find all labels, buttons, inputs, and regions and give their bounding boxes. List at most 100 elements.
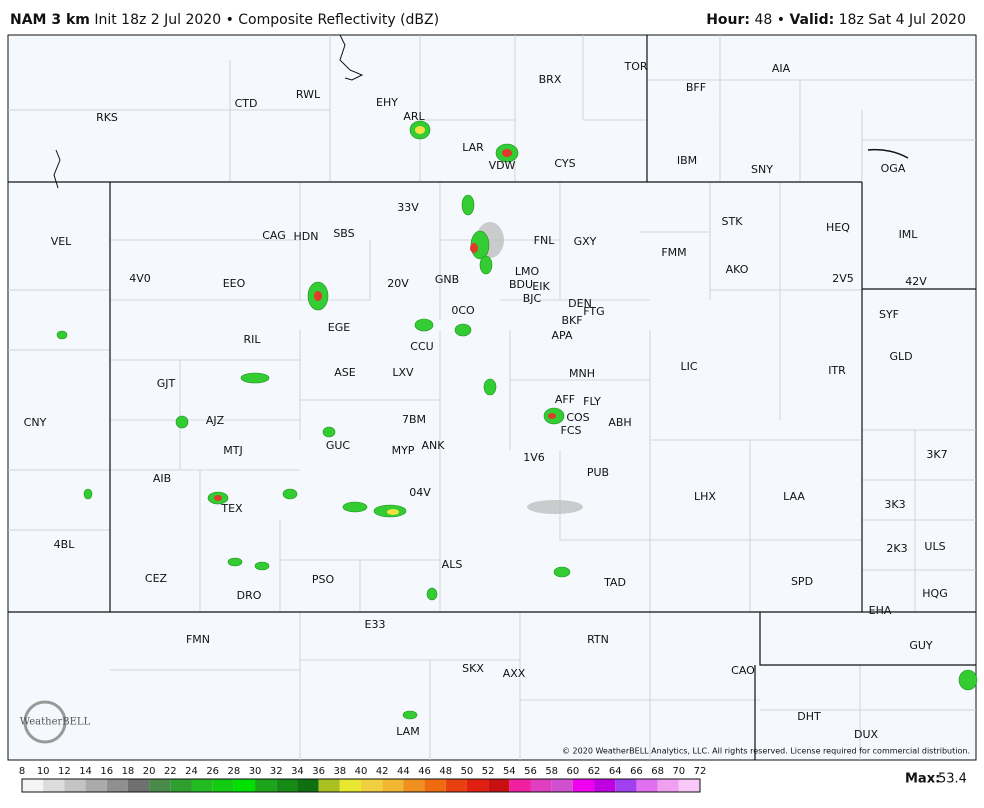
colorbar-tick-label: 22: [164, 766, 177, 777]
max-label: Max:: [905, 772, 940, 787]
station-label: 20V: [387, 277, 409, 290]
station-label: RWL: [296, 88, 321, 101]
station-label: GJT: [157, 377, 176, 390]
station-label: CEZ: [145, 572, 168, 585]
colorbar: 8 10 12 14 16 18 20 22 24 26 28 30 32 34 36 38 40 42 44 46 4…: [19, 766, 706, 793]
station-label: IML: [899, 228, 919, 241]
station-label: BKF: [561, 314, 582, 327]
station-label: COS: [566, 411, 589, 424]
station-label: FCS: [561, 424, 582, 437]
station-label: TEX: [220, 502, 243, 515]
colorbar-tick-label: 54: [503, 766, 516, 777]
station-label: EEO: [223, 277, 246, 290]
separator: •: [225, 12, 234, 28]
station-label: ANK: [422, 439, 446, 452]
colorbar-swatch: [361, 779, 383, 792]
colorbar-tick-label: 36: [312, 766, 325, 777]
colorbar-tick-label: 12: [58, 766, 71, 777]
colorbar-swatch: [594, 779, 616, 792]
station-label: FMN: [186, 633, 210, 646]
station-label: DHT: [797, 710, 821, 723]
separator: •: [776, 12, 785, 28]
colorbar-swatch: [678, 779, 700, 792]
station-label: LXV: [392, 366, 414, 379]
station-label: IBM: [677, 154, 697, 167]
colorbar-tick-label: 66: [630, 766, 643, 777]
colorbar-swatch: [43, 779, 65, 792]
station-label: TOR: [623, 60, 647, 73]
station-label: OGA: [881, 162, 906, 175]
station-label: GXY: [574, 235, 597, 248]
station-label: SPD: [791, 575, 813, 588]
station-label: MNH: [569, 367, 595, 380]
header-right: Hour: 48 • Valid: 18z Sat 4 Jul 2020: [706, 12, 966, 28]
station-label: 04V: [409, 486, 431, 499]
colorbar-tick-label: 24: [185, 766, 198, 777]
colorbar-tick-label: 60: [567, 766, 580, 777]
station-label: EHA: [869, 604, 892, 617]
station-label: E33: [365, 618, 386, 631]
map-frame: [7, 34, 977, 761]
station-label: RIL: [243, 333, 261, 346]
colorbar-tick-label: 52: [482, 766, 495, 777]
station-label: SYF: [879, 308, 899, 321]
colorbar-tick-label: 14: [79, 766, 92, 777]
colorbar-tick-label: 68: [651, 766, 664, 777]
colorbar-tick-label: 20: [143, 766, 156, 777]
station-label: 33V: [397, 201, 419, 214]
colorbar-swatch: [106, 779, 128, 792]
colorbar-swatch: [339, 779, 361, 792]
colorbar-tick-label: 10: [37, 766, 50, 777]
colorbar-swatch: [509, 779, 531, 792]
colorbar-tick-label: 34: [291, 766, 304, 777]
station-label: ALS: [442, 558, 463, 571]
station-label: FLY: [583, 395, 601, 408]
colorbar-swatch: [488, 779, 510, 792]
colorbar-tick-label: 38: [333, 766, 346, 777]
station-label: GNB: [435, 273, 459, 286]
colorbar-swatch: [212, 779, 234, 792]
station-label: GUC: [326, 439, 351, 452]
station-label: APA: [552, 329, 573, 342]
colorbar-tick-label: 18: [122, 766, 135, 777]
station-label: CYS: [554, 157, 575, 170]
colorbar-tick-label: 56: [524, 766, 537, 777]
colorbar-tick-label: 26: [206, 766, 219, 777]
station-label: DUX: [854, 728, 879, 741]
station-label: LAM: [396, 725, 419, 738]
station-label: ABH: [608, 416, 631, 429]
colorbar-tick-label: 8: [19, 766, 25, 777]
model: NAM 3 km: [10, 12, 90, 28]
colorbar-swatch: [636, 779, 658, 792]
colorbar-swatch: [551, 779, 573, 792]
colorbar-tick-label: 48: [439, 766, 452, 777]
station-label: AKO: [726, 263, 749, 276]
station-label: 42V: [905, 275, 927, 288]
colorbar-tick-label: 58: [545, 766, 558, 777]
station-label: AJZ: [206, 414, 225, 427]
station-label: DRO: [237, 589, 262, 602]
colorbar-tick-label: 64: [609, 766, 622, 777]
station-label: MTJ: [223, 444, 242, 457]
colorbar-swatch: [85, 779, 107, 792]
station-label: ITR: [828, 364, 846, 377]
colorbar-swatch: [64, 779, 86, 792]
station-label: FTG: [583, 305, 604, 318]
colorbar-swatch: [572, 779, 595, 792]
station-label: LIC: [680, 360, 697, 373]
station-label: AXX: [503, 667, 526, 680]
colorbar-tick-label: 32: [270, 766, 283, 777]
colorbar-swatch: [318, 779, 340, 792]
station-label: FNL: [534, 234, 556, 247]
colorbar-tick-label: 40: [355, 766, 368, 777]
station-label: VEL: [51, 235, 72, 248]
colorbar-swatch: [382, 779, 404, 792]
colorbar-swatch: [255, 779, 277, 792]
colorbar-swatch: [191, 779, 213, 792]
station-label: PSO: [312, 573, 335, 586]
valid-label: Valid:: [789, 12, 835, 28]
station-label: SBS: [333, 227, 354, 240]
station-label: 7BM: [402, 413, 426, 426]
